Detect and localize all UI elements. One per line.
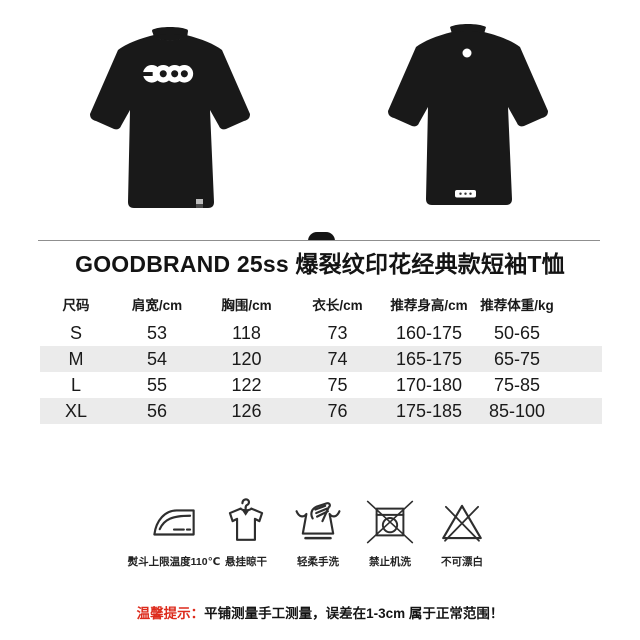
column-header-weight: 推荐体重/kg [480,298,554,313]
column-header-shoulder: 肩宽/cm [131,298,183,313]
cell-height: 170-180 [395,375,463,395]
notice-text: 平铺测量手工测量，误差在1-3cm 属于正常范围！ [204,606,504,621]
cell-size: XL [64,401,88,421]
column-header-length: 衣长/cm [312,298,363,313]
table-row-s: S 53 118 73 160-175 50-65 [40,320,602,346]
cell-chest: 126 [231,401,262,421]
size-table: 尺码 肩宽/cm 胸围/cm 衣长/cm 推荐身高/cm 推荐体重/kg S 5… [40,292,602,424]
cell-length: 75 [327,375,348,395]
back-hem-tag [455,190,476,198]
front-hem-tag [196,199,203,208]
back-collar-dot [462,48,472,58]
table-row-m: M 54 120 74 165-175 65-75 [40,346,602,372]
care-label: 熨斗上限温度110℃ [127,556,221,568]
care-label: 禁止机洗 [369,556,411,568]
size-table-header-row: 尺码 肩宽/cm 胸围/cm 衣长/cm 推荐身高/cm 推荐体重/kg [40,292,602,320]
measurement-notice: 温馨提示：平铺测量手工测量，误差在1-3cm 属于正常范围！ [0,602,640,622]
cell-height: 165-175 [395,349,463,369]
gentle-hand-wash-icon [295,502,341,540]
cell-length: 74 [327,349,348,369]
table-row-xl: XL 56 126 76 175-185 85-100 [40,398,602,424]
cell-chest: 118 [232,323,261,343]
tshirt-back-graphic [388,24,548,205]
care-item-no-machine-wash: 禁止机洗 [354,497,426,569]
product-title: GOODBRAND 25ss 爆裂纹印花经典款短袖T恤 [75,251,565,277]
care-label: 轻柔手洗 [297,556,339,568]
care-item-no-bleach: 不可漂白 [426,497,498,569]
iron-max-110-icon [153,509,195,536]
divider-dome [308,232,335,241]
cell-height: 175-185 [395,401,463,421]
cell-weight: 50-65 [493,323,541,343]
care-item-iron: 熨斗上限温度110℃ [128,497,220,569]
cell-shoulder: 53 [146,323,168,343]
cell-weight: 85-100 [488,401,546,421]
cell-shoulder: 54 [146,349,168,369]
hang-dry-icon [228,498,264,541]
cell-length: 73 [327,323,348,343]
cell-size: M [68,349,84,369]
no-bleach-icon [442,504,482,542]
good-chain-logo [143,65,194,83]
care-label: 悬挂晾干 [225,556,267,568]
cell-size: S [69,323,82,343]
cell-shoulder: 55 [146,375,168,395]
column-header-size: 尺码 [62,298,90,313]
cell-chest: 120 [231,349,262,369]
column-header-chest: 胸围/cm [221,298,272,313]
cell-length: 76 [327,401,348,421]
cell-height: 160-175 [395,323,463,343]
table-row-l: L 55 122 75 170-180 75-85 [40,372,602,398]
tshirt-front-image [88,26,252,218]
tshirt-front-graphic [90,27,250,208]
cell-size: L [70,375,81,395]
notice-prefix: 温馨提示： [136,606,205,621]
cell-shoulder: 56 [146,401,168,421]
care-label: 不可漂白 [441,556,483,568]
care-item-hang-dry: 悬挂晾干 [210,497,282,569]
cell-weight: 65-75 [493,349,541,369]
column-header-height: 推荐身高/cm [390,298,468,313]
divider-line [38,240,600,241]
cell-weight: 75-85 [493,375,541,395]
tshirt-back-image [383,24,553,216]
cell-chest: 122 [231,375,262,395]
no-machine-wash-icon [366,500,414,544]
care-item-hand-wash: 轻柔手洗 [282,497,354,569]
care-instructions: 熨斗上限温度110℃ 悬挂晾干 轻柔手洗 禁止机洗 [128,497,502,569]
